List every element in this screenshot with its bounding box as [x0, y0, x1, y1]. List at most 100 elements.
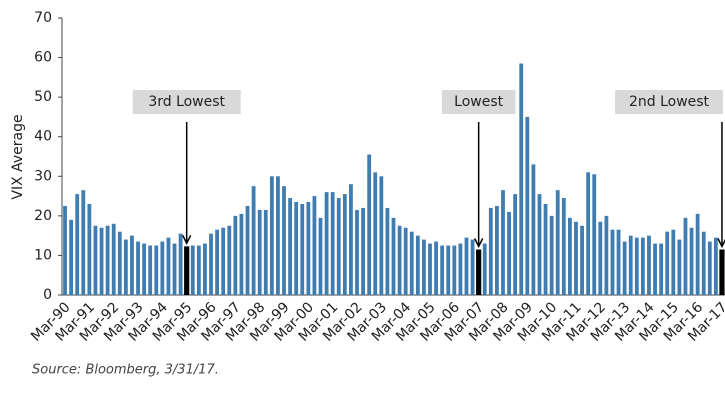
- bar: [63, 205, 67, 295]
- bar: [349, 184, 353, 295]
- bar: [616, 229, 621, 295]
- bar: [525, 116, 530, 295]
- bar: [379, 176, 384, 295]
- bar: [69, 219, 74, 295]
- bar: [251, 186, 256, 295]
- bar: [367, 154, 372, 295]
- y-tick-label: 40: [34, 129, 52, 145]
- bar: [355, 209, 359, 295]
- bar: [470, 239, 475, 295]
- bar: [659, 243, 664, 295]
- bar: [203, 243, 207, 295]
- bar: [239, 213, 244, 295]
- bar: [458, 243, 463, 295]
- bar: [75, 194, 80, 295]
- bar: [598, 221, 603, 295]
- bar: [99, 227, 104, 295]
- bar: [476, 249, 482, 295]
- y-tick-label: 50: [34, 89, 52, 105]
- bar: [422, 239, 426, 295]
- bar: [282, 186, 286, 295]
- bar: [312, 196, 317, 295]
- bar: [677, 239, 682, 295]
- bar: [695, 213, 700, 295]
- y-tick-label: 60: [34, 50, 52, 66]
- bar: [361, 207, 365, 295]
- bar: [567, 217, 572, 295]
- bar: [269, 176, 274, 295]
- bar: [683, 217, 688, 295]
- bar: [555, 190, 560, 295]
- bar: [318, 217, 323, 295]
- bar: [300, 203, 305, 295]
- annotation-box: [615, 90, 723, 114]
- bar: [488, 207, 493, 295]
- bar: [148, 245, 153, 295]
- bar: [586, 172, 591, 295]
- y-tick-label: 10: [34, 247, 52, 263]
- arrow-head: [473, 238, 484, 249]
- bar: [495, 205, 499, 295]
- bar: [610, 229, 615, 295]
- bar: [665, 231, 670, 295]
- bar: [160, 241, 165, 295]
- bar: [245, 205, 250, 295]
- bar: [519, 63, 524, 295]
- bar: [130, 235, 134, 295]
- y-tick-label: 20: [34, 208, 52, 224]
- bar: [105, 225, 110, 295]
- source: Source: Bloomberg, 3/31/17.: [32, 363, 219, 378]
- bar: [306, 202, 311, 295]
- bar: [501, 190, 505, 295]
- bar: [397, 225, 402, 295]
- bar: [111, 223, 116, 295]
- bar: [93, 225, 98, 295]
- bar: [409, 231, 414, 295]
- bar: [123, 239, 128, 295]
- bar: [634, 237, 639, 295]
- bar: [276, 176, 280, 295]
- bar: [549, 215, 554, 295]
- bar: [166, 237, 171, 295]
- bar: [142, 243, 147, 295]
- bar: [81, 190, 86, 295]
- bar: [190, 245, 195, 295]
- bar: [342, 194, 347, 295]
- bar: [288, 198, 292, 295]
- bar: [452, 245, 457, 295]
- bar: [604, 215, 609, 295]
- bar: [263, 209, 268, 295]
- bar: [561, 198, 566, 295]
- bar: [330, 192, 335, 295]
- bar: [628, 235, 633, 295]
- bar: [707, 241, 712, 295]
- annotation-label: 3rd Lowest: [148, 94, 225, 110]
- bar: [209, 233, 213, 295]
- bar: [136, 241, 140, 295]
- bar: [324, 192, 329, 295]
- bar: [172, 243, 177, 295]
- bar: [178, 233, 183, 295]
- arrow-head: [182, 234, 192, 246]
- bar: [196, 245, 201, 295]
- bar: [415, 235, 420, 295]
- y-tick-label: 30: [34, 168, 52, 184]
- bar: [537, 194, 542, 295]
- bar: [154, 245, 159, 295]
- bar: [713, 237, 718, 295]
- annotation-label: Lowest: [454, 94, 503, 110]
- bar: [227, 225, 232, 295]
- bar: [574, 221, 578, 295]
- bar: [482, 243, 487, 295]
- bar: [87, 203, 92, 295]
- bar: [221, 227, 226, 295]
- bar: [294, 202, 299, 295]
- bar: [653, 243, 657, 295]
- bar: [184, 246, 190, 295]
- bar: [701, 231, 706, 295]
- bar: [403, 227, 408, 295]
- bar: [117, 231, 122, 295]
- bar: [233, 215, 238, 295]
- annotation-box: [132, 90, 241, 114]
